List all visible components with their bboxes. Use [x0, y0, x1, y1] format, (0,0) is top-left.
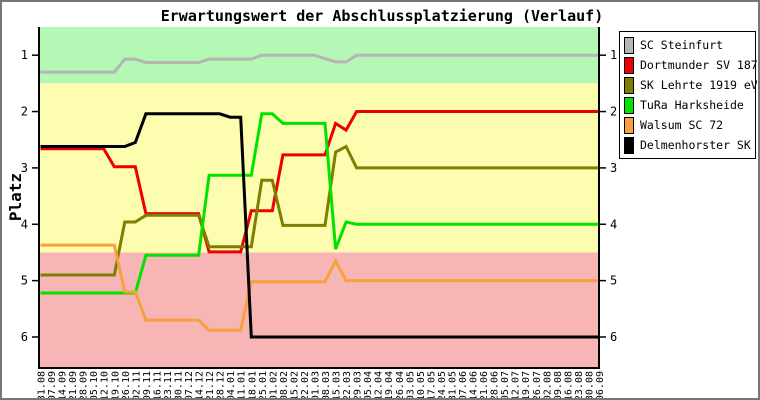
x-tick-label: 23.11	[163, 371, 174, 400]
x-tick-label: 12.07	[511, 371, 522, 400]
x-tick-label: 31.08	[37, 371, 48, 400]
x-tick-label: 22.02	[300, 371, 311, 400]
y-tick-label-left: 1	[21, 48, 28, 62]
x-tick-label: 05.07	[500, 371, 511, 400]
y-tick-label-right: 5	[610, 274, 617, 288]
y-tick-label-left: 6	[21, 330, 28, 344]
x-tick-label: 04.01	[226, 371, 237, 400]
x-tick-label: 01.03	[310, 371, 321, 400]
x-tick-label: 11.01	[237, 371, 248, 400]
legend-swatch	[624, 76, 634, 94]
legend-swatch	[624, 136, 634, 154]
x-tick-label: 05.10	[89, 371, 100, 400]
x-tick-label: 18.01	[247, 371, 258, 400]
series-line-2	[40, 144, 599, 277]
x-tick-label: 07.12	[184, 371, 195, 400]
x-tick-label: 12.04	[374, 371, 385, 400]
legend-label: Dortmunder SV 1875	[640, 58, 760, 72]
x-tick-label: 24.05	[437, 371, 448, 400]
x-tick-label: 15.03	[332, 371, 343, 400]
x-tick-label: 01.02	[268, 371, 279, 400]
x-tick-label: 31.05	[447, 371, 458, 400]
legend-swatch	[624, 116, 634, 134]
y-axis-title: Platz	[6, 172, 25, 222]
x-tick-label: 07.06	[458, 371, 469, 400]
x-tick-label: 21.09	[68, 371, 79, 400]
x-tick-label: 19.07	[521, 371, 532, 400]
x-tick-label: 08.03	[321, 371, 332, 400]
x-tick-label: 28.09	[79, 371, 90, 400]
legend-label: TuRa Harksheide	[640, 98, 744, 112]
x-tick-label: 08.02	[279, 371, 290, 400]
x-tick-label: 14.06	[469, 371, 480, 400]
x-tick-label: 21.12	[205, 371, 216, 400]
x-tick-label: 26.07	[532, 371, 543, 400]
x-tick-label: 23.08	[574, 371, 585, 400]
x-tick-label: 16.11	[152, 371, 163, 400]
legend-swatch	[624, 56, 634, 74]
legend-item: Delmenhorster SK 2	[624, 135, 758, 155]
x-tick-label: 15.02	[289, 371, 300, 400]
x-tick-label: 25.01	[258, 371, 269, 400]
y-tick-label-left: 3	[21, 161, 28, 175]
legend-label: Walsum SC 72	[640, 118, 724, 132]
x-tick-label: 14.09	[58, 371, 69, 400]
x-tick-label: 22.03	[342, 371, 353, 400]
legend-item: SC Steinfurt	[624, 35, 755, 55]
x-tick-label: 30.08	[584, 371, 595, 400]
y-tick-label-right: 4	[610, 217, 617, 231]
x-tick-label: 19.10	[110, 371, 121, 400]
series-line-0	[40, 53, 599, 74]
legend-swatch	[624, 36, 634, 54]
chart-title: Erwartungswert der Abschlussplatzierung …	[160, 7, 604, 25]
x-tick-label: 26.04	[395, 371, 406, 400]
x-tick-label: 29.03	[353, 371, 364, 400]
series-line-5	[40, 112, 599, 339]
x-tick-label: 21.06	[479, 371, 490, 400]
x-tick-label: 09.08	[553, 371, 564, 400]
legend-item: TuRa Harksheide	[624, 95, 755, 115]
x-tick-label: 19.04	[384, 371, 395, 400]
x-tick-label: 26.10	[121, 371, 132, 400]
y-tick-label-right: 3	[610, 161, 617, 175]
y-tick-label-left: 4	[21, 217, 28, 231]
y-tick-label-right: 1	[610, 48, 617, 62]
y-tick-label-left: 5	[21, 274, 28, 288]
x-tick-label: 17.05	[426, 371, 437, 400]
x-tick-label: 12.10	[100, 371, 111, 400]
x-tick-label: 07.09	[47, 371, 58, 400]
legend-label: SC Steinfurt	[640, 38, 724, 52]
legend-item: Walsum SC 72	[624, 115, 755, 135]
legend-label: SK Lehrte 1919 eV 2	[640, 78, 760, 92]
legend-item: Dortmunder SV 1875	[624, 55, 758, 75]
zone-band-2	[39, 252, 599, 368]
series-line-1	[40, 110, 599, 254]
legend-item: SK Lehrte 1919 eV 2	[624, 75, 758, 95]
y-tick-label-right: 6	[610, 330, 617, 344]
x-tick-label: 03.05	[405, 371, 416, 400]
x-tick-label: 06.09	[595, 371, 606, 400]
series-line-4	[40, 243, 599, 332]
legend-label: Delmenhorster SK 2	[640, 138, 760, 152]
y-tick-label-right: 2	[610, 105, 617, 119]
y-tick-label-left: 2	[21, 105, 28, 119]
x-tick-label: 10.05	[416, 371, 427, 400]
legend-swatch	[624, 96, 634, 114]
x-tick-label: 30.11	[173, 371, 184, 400]
x-tick-label: 02.08	[542, 371, 553, 400]
x-tick-label: 02.11	[131, 371, 142, 400]
x-tick-label: 14.12	[195, 371, 206, 400]
x-tick-label: 28.06	[490, 371, 501, 400]
x-tick-label: 09.11	[142, 371, 153, 400]
legend: SC Steinfurt Dortmunder SV 1875 SK Lehrte …	[619, 31, 758, 159]
x-tick-label: 05.04	[363, 371, 374, 400]
x-tick-label: 16.08	[563, 371, 574, 400]
x-tick-label: 28.12	[216, 371, 227, 400]
